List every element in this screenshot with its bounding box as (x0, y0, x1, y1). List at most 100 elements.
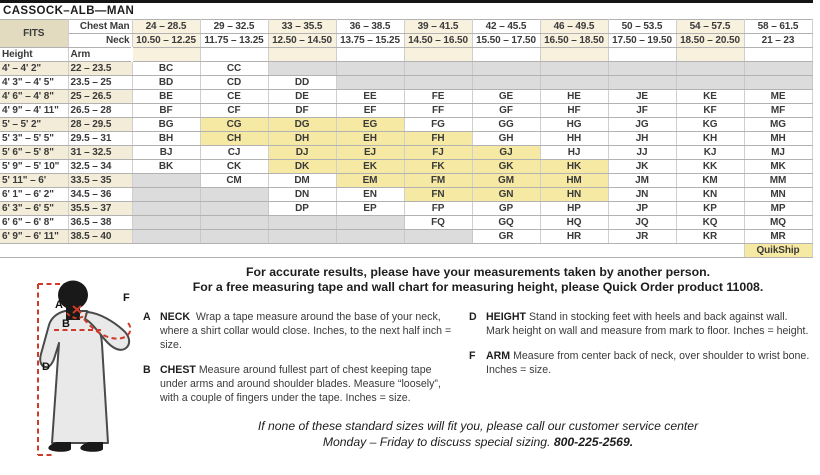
size-code-cell: MM (744, 173, 813, 188)
size-unavailable-cell (200, 215, 269, 230)
size-code-cell: HR (540, 229, 609, 244)
size-code-cell: FF (404, 103, 473, 118)
arm-range-cell: 36.5 – 38 (68, 215, 133, 230)
size-row: 4' 9" – 4' 11" 26.5 – 28 BF CF DF EF FF GF HF JF K… (0, 103, 813, 118)
figure-label-chest: B (62, 318, 70, 330)
size-code-cell: GP (472, 201, 541, 216)
instruction-letter: D (469, 311, 477, 323)
size-code-cell: HF (540, 103, 609, 118)
size-unavailable-cell (676, 75, 745, 90)
size-unavailable-cell (336, 61, 405, 76)
size-code-cell: GE (472, 89, 541, 104)
size-code-cell: GK (472, 159, 541, 174)
instruction-text: Wrap a tape measure around the base of y… (160, 311, 452, 352)
size-code-cell: GN (472, 187, 541, 202)
size-code-cell: KE (676, 89, 745, 104)
height-range-cell: 4' 6" – 4' 8" (0, 89, 69, 104)
header-spacer-cell (540, 47, 609, 62)
size-code-cell: HM (540, 173, 609, 188)
size-chart-table: FITS Chest Man 24 – 28.5 29 – 32.5 33 – 35… (0, 19, 813, 258)
instruction-body: CHEST Measure around fullest part of che… (160, 363, 455, 405)
size-code-cell: KN (676, 187, 745, 202)
size-code-cell: FP (404, 201, 473, 216)
header-spacer-cell (744, 47, 813, 62)
size-code-cell: KK (676, 159, 745, 174)
chest-range-cell: 58 – 61.5 (744, 19, 813, 34)
size-unavailable-cell (472, 61, 541, 76)
height-range-cell: 5' 11" – 6' (0, 173, 69, 188)
size-code-cell: MG (744, 117, 813, 132)
size-code-cell: GR (472, 229, 541, 244)
arm-range-cell: 22 – 23.5 (68, 61, 133, 76)
instruction-height: D HEIGHT Stand in stocking feet with hee… (469, 310, 813, 338)
chest-header-row: FITS Chest Man 24 – 28.5 29 – 32.5 33 – 35… (0, 19, 813, 48)
figure-label-neck: A (55, 299, 63, 311)
arm-range-cell: 33.5 – 35 (68, 173, 133, 188)
size-code-cell: JK (608, 159, 677, 174)
neck-range-cell: 21 – 23 (744, 33, 813, 48)
size-code-cell: HN (540, 187, 609, 202)
size-code-cell: KQ (676, 215, 745, 230)
size-row: 6' 9" – 6' 11" 38.5 – 40 GR HR JR KR MR (0, 229, 813, 244)
size-unavailable-cell (200, 201, 269, 216)
chest-range-cell: 50 – 53.5 (608, 19, 677, 34)
height-range-cell: 4' – 4' 2" (0, 61, 69, 76)
neck-range-cell: 14.50 – 16.50 (404, 33, 473, 48)
size-code-cell: MP (744, 201, 813, 216)
size-code-cell: HQ (540, 215, 609, 230)
size-code-cell: DH (268, 131, 337, 146)
size-code-cell: FJ (404, 145, 473, 160)
neck-label: Neck (68, 33, 133, 48)
size-code-cell: GJ (472, 145, 541, 160)
size-code-cell: KH (676, 131, 745, 146)
size-unavailable-cell (132, 215, 201, 230)
neck-header-row: Neck 10.50 – 12.25 11.75 – 13.25 12.50 – 1… (0, 33, 813, 48)
size-code-cell: JH (608, 131, 677, 146)
size-code-cell: JF (608, 103, 677, 118)
size-code-cell: EM (336, 173, 405, 188)
size-code-cell: GF (472, 103, 541, 118)
size-code-cell: KG (676, 117, 745, 132)
size-code-cell: FE (404, 89, 473, 104)
instruction-text: Measure around fullest part of chest kee… (160, 364, 441, 405)
size-code-cell: MQ (744, 215, 813, 230)
size-row: 6' 3" – 6' 5" 35.5 – 37 DP EP FP GP HP JP KP MP (0, 201, 813, 216)
size-unavailable-cell (336, 75, 405, 90)
arm-range-cell: 38.5 – 40 (68, 229, 133, 244)
special-sizing-note: If none of these standard sizes will fit… (143, 419, 813, 451)
size-code-cell: EK (336, 159, 405, 174)
header-spacer-cell (404, 47, 473, 62)
size-code-cell: HJ (540, 145, 609, 160)
quikship-row-spacer (0, 243, 745, 258)
height-arm-header-row: Height Arm (0, 47, 813, 62)
size-code-cell: CG (200, 117, 269, 132)
size-code-cell: JG (608, 117, 677, 132)
instruction-body: HEIGHT Stand in stocking feet with heels… (486, 310, 813, 338)
size-row: 5' 3" – 5' 5" 29.5 – 31 BH CH DH EH FH GH HH JH KH… (0, 131, 813, 146)
size-unavailable-cell (608, 75, 677, 90)
size-row: 6' 1" – 6' 2" 34.5 – 36 DN EN FN GN HN JN KN MN (0, 187, 813, 202)
size-code-cell: KP (676, 201, 745, 216)
arm-range-cell: 29.5 – 31 (68, 131, 133, 146)
height-range-cell: 5' 3" – 5' 5" (0, 131, 69, 146)
size-code-cell: JJ (608, 145, 677, 160)
size-code-cell: HH (540, 131, 609, 146)
size-code-cell: JP (608, 201, 677, 216)
size-unavailable-cell (336, 229, 405, 244)
size-unavailable-cell (472, 75, 541, 90)
header-spacer-cell (608, 47, 677, 62)
size-row: 5' 6" – 5' 8" 31 – 32.5 BJ CJ DJ EJ FJ GJ HJ JJ KJ… (0, 145, 813, 160)
size-unavailable-cell (200, 187, 269, 202)
size-code-cell: CM (200, 173, 269, 188)
note-line-1: If none of these standard sizes will fit… (257, 419, 699, 434)
size-unavailable-cell (336, 215, 405, 230)
size-code-cell: JR (608, 229, 677, 244)
header-spacer-cell (472, 47, 541, 62)
size-code-cell: MH (744, 131, 813, 146)
size-code-cell: MR (744, 229, 813, 244)
size-code-cell: BE (132, 89, 201, 104)
size-code-cell: MN (744, 187, 813, 202)
size-code-cell: CK (200, 159, 269, 174)
size-code-cell: GQ (472, 215, 541, 230)
